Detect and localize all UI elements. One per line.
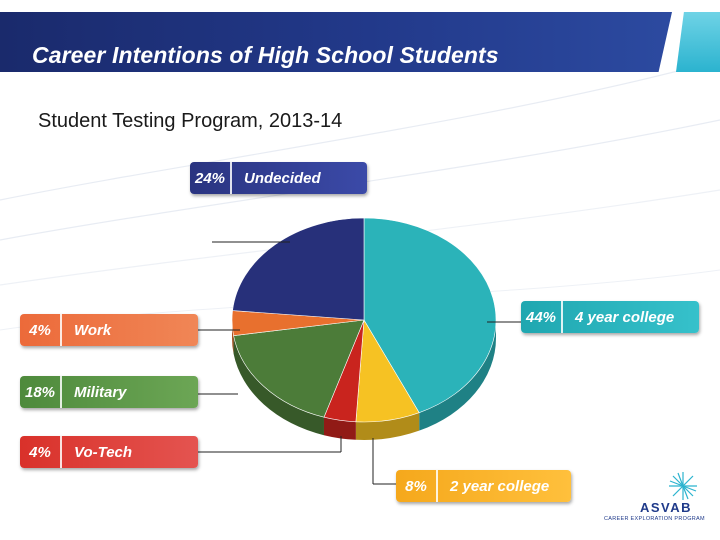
pct-vo-tech: 4% [20,436,62,468]
asvab-star-icon [669,472,697,500]
logo-subtitle: CAREER EXPLORATION PROGRAM [604,516,705,522]
pct-military: 18% [20,376,62,408]
callout-work: 4% Work [20,314,198,346]
logo-name: ASVAB [640,500,693,515]
banner-accent [676,12,720,72]
pie-side-3 [233,335,324,436]
pie-slice-military [233,319,365,418]
pct-work: 4% [20,314,62,346]
pie-side-0 [419,320,496,431]
chart-title: Career Intentions of High School Student… [32,42,499,68]
callout-undecided: 24% Undecided [190,162,367,194]
callout-vo-tech: 4% Vo-Tech [20,436,198,468]
callout-4-year-college: 44% 4 year college [521,301,699,333]
pie-side-2 [323,417,356,440]
callout-2-year-college: 8% 2 year college [396,470,571,502]
pct-2-year-college: 8% [396,470,438,502]
pct-4-year-college: 44% [521,301,563,333]
chart-subtitle: Student Testing Program, 2013-14 [38,110,343,132]
label-undecided: Undecided [244,169,321,187]
pct-undecided: 24% [190,162,232,194]
label-vo-tech: Vo-Tech [74,443,133,461]
pie-slice-undecided [232,217,365,321]
pie-side-1 [355,412,420,440]
title-banner: Career Intentions of High School Student… [0,12,672,72]
label-military: Military [74,383,127,401]
label-4-year-college: 4 year college [575,308,675,326]
label-2-year-college: 2 year college [450,477,550,495]
pie-slice-4-year-college [363,217,497,414]
label-work: Work [74,321,112,339]
callout-military: 18% Military [20,376,198,408]
